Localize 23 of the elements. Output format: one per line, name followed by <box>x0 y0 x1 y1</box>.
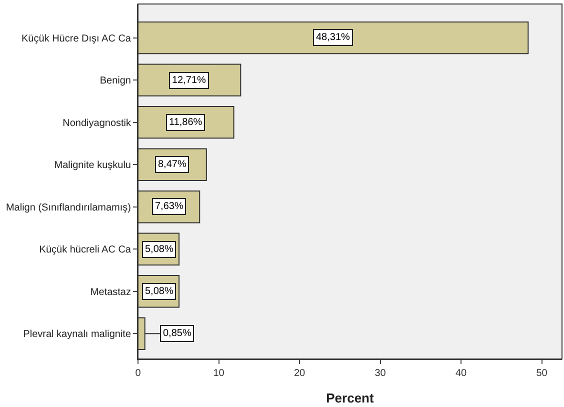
data-label: 7,63% <box>155 201 184 212</box>
data-label: 0,85% <box>163 328 192 339</box>
x-tick-label: 0 <box>135 368 142 379</box>
y-tick-label: Nondiyagnostik <box>62 118 132 129</box>
data-label: 5,08% <box>145 244 174 255</box>
data-label: 8,47% <box>158 159 186 170</box>
x-tick-label: 20 <box>294 368 306 379</box>
data-label: 5,08% <box>145 286 174 297</box>
y-tick-label: Metastaz <box>90 286 131 298</box>
y-tick-label: Malign (Sınıflandırılamamış) <box>6 202 131 214</box>
y-tick-label: Küçük hücreli AC Ca <box>39 244 132 256</box>
x-tick-label: 40 <box>455 368 468 379</box>
y-tick-label: Benign <box>100 76 131 87</box>
y-tick-label: Malignite kuşkulu <box>54 160 131 172</box>
data-label: 12,71% <box>172 75 206 86</box>
x-tick-label: 10 <box>213 368 225 379</box>
data-label: 11,86% <box>169 117 202 128</box>
data-label: 48,31% <box>316 32 350 43</box>
y-tick-label: Küçük Hücre Dışı AC Ca <box>22 33 132 44</box>
x-tick-label: 30 <box>374 368 386 379</box>
y-tick-label: Plevral kaynalı malignite <box>23 329 132 340</box>
x-tick-label: 50 <box>536 368 548 379</box>
x-axis-title: Percent <box>326 390 375 406</box>
